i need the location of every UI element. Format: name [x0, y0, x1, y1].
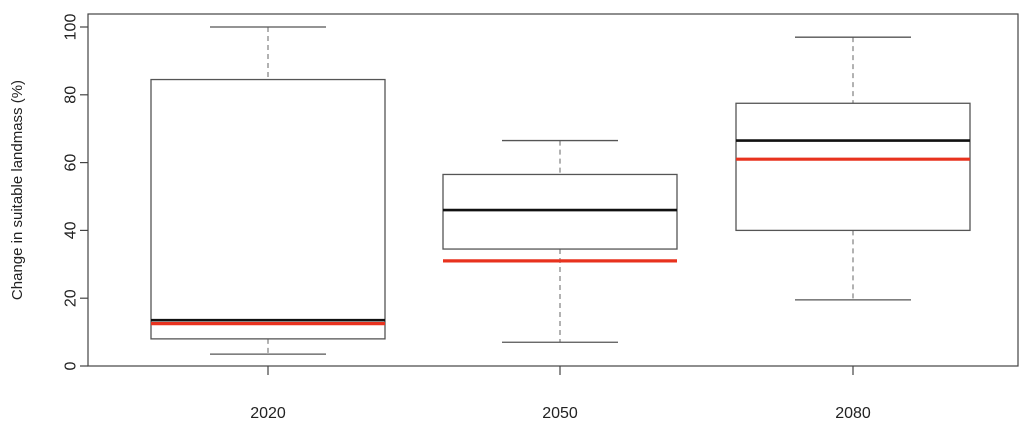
plot-frame	[87, 13, 1019, 367]
y-axis-label: Change in suitable landmass (%)	[9, 80, 26, 300]
y-tick-label: 100	[63, 14, 80, 41]
x-tick-label: 2080	[835, 405, 871, 421]
y-tick-label: 80	[63, 86, 80, 104]
iqr-box	[442, 173, 678, 250]
y-tick-label: 40	[63, 221, 80, 239]
box-2080	[735, 36, 971, 301]
iqr-box	[735, 102, 971, 232]
box-2050	[442, 139, 678, 343]
box-2020	[150, 26, 386, 355]
y-tick-label: 20	[63, 289, 80, 307]
x-tick-label: 2020	[250, 405, 286, 421]
y-tick-label: 60	[63, 154, 80, 172]
iqr-box	[150, 78, 386, 340]
x-tick-label: 2050	[542, 405, 578, 421]
y-tick-label: 0	[63, 361, 80, 370]
